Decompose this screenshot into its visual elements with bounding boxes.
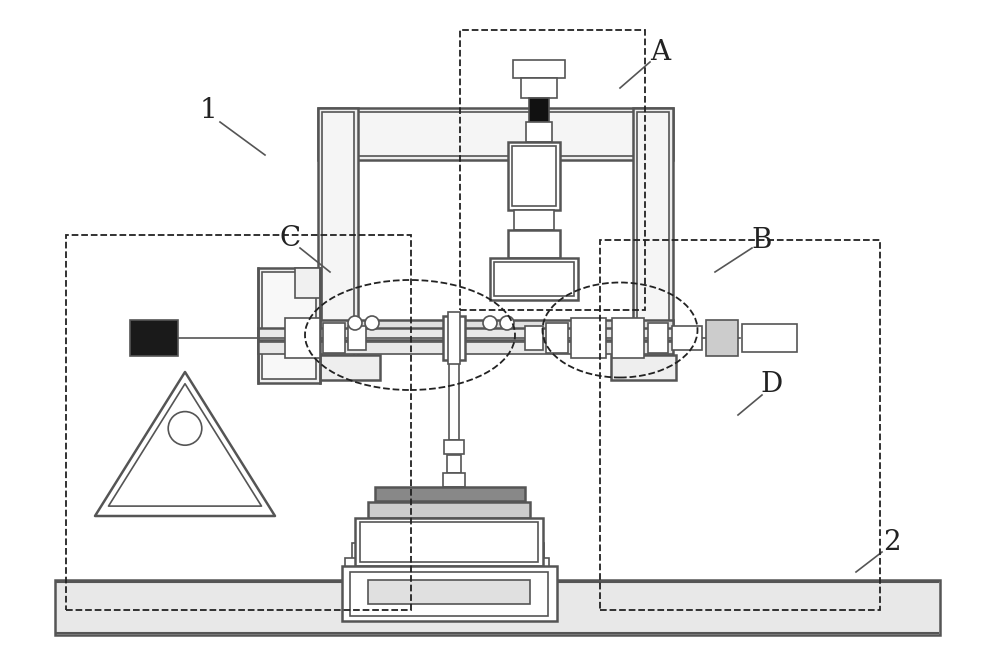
Bar bbox=[448, 312, 460, 364]
Bar bbox=[633, 108, 673, 378]
Bar bbox=[486, 543, 500, 567]
Bar bbox=[443, 316, 465, 360]
Bar bbox=[420, 543, 434, 567]
Bar bbox=[295, 355, 380, 380]
Bar bbox=[55, 580, 940, 635]
Bar bbox=[352, 543, 376, 567]
Bar bbox=[513, 60, 565, 78]
Bar bbox=[416, 558, 438, 568]
Bar bbox=[130, 320, 178, 356]
Bar bbox=[355, 518, 543, 566]
Circle shape bbox=[365, 316, 379, 330]
Bar bbox=[571, 318, 606, 358]
Bar bbox=[447, 455, 461, 473]
Bar bbox=[322, 112, 669, 156]
Bar bbox=[529, 98, 549, 122]
Bar bbox=[444, 440, 464, 454]
Bar bbox=[348, 326, 366, 350]
Bar bbox=[342, 566, 557, 621]
Bar bbox=[368, 580, 530, 604]
Bar bbox=[262, 272, 316, 379]
Bar bbox=[648, 323, 668, 353]
Bar bbox=[449, 360, 459, 440]
Bar bbox=[706, 320, 738, 356]
Bar bbox=[453, 543, 467, 567]
Bar bbox=[490, 258, 578, 300]
Circle shape bbox=[483, 316, 497, 330]
Text: 2: 2 bbox=[883, 529, 901, 556]
Bar bbox=[360, 522, 538, 562]
Bar bbox=[508, 142, 560, 210]
Circle shape bbox=[500, 316, 514, 330]
Bar bbox=[514, 210, 554, 230]
Bar bbox=[612, 318, 644, 358]
Bar bbox=[611, 355, 676, 380]
Bar bbox=[285, 318, 320, 358]
Text: C: C bbox=[279, 224, 301, 252]
Bar bbox=[526, 122, 552, 142]
Polygon shape bbox=[108, 384, 262, 506]
Bar bbox=[520, 543, 544, 567]
Text: B: B bbox=[752, 226, 772, 254]
Bar bbox=[600, 240, 880, 610]
Bar bbox=[672, 326, 702, 350]
Bar bbox=[443, 473, 465, 487]
Bar bbox=[258, 342, 673, 354]
Bar bbox=[322, 112, 354, 374]
Bar bbox=[318, 320, 673, 338]
Bar bbox=[460, 30, 645, 310]
Circle shape bbox=[168, 412, 202, 445]
Bar bbox=[375, 487, 525, 501]
Bar bbox=[295, 268, 320, 298]
Bar bbox=[512, 146, 556, 206]
Bar bbox=[350, 572, 548, 616]
Bar bbox=[546, 323, 568, 353]
Text: A: A bbox=[650, 39, 670, 66]
Bar bbox=[368, 502, 530, 518]
Bar bbox=[449, 558, 471, 568]
Bar bbox=[323, 323, 345, 353]
Bar bbox=[525, 326, 543, 350]
Bar bbox=[494, 262, 574, 296]
Bar bbox=[521, 78, 557, 98]
Bar bbox=[482, 558, 504, 568]
Bar bbox=[318, 108, 358, 378]
Bar bbox=[66, 235, 411, 610]
Bar bbox=[258, 268, 320, 383]
Bar bbox=[508, 230, 560, 258]
Polygon shape bbox=[95, 372, 275, 516]
Bar bbox=[637, 112, 669, 374]
Text: 1: 1 bbox=[199, 96, 217, 124]
Text: D: D bbox=[761, 371, 783, 398]
Circle shape bbox=[348, 316, 362, 330]
Bar bbox=[318, 108, 673, 160]
Bar bbox=[345, 558, 381, 568]
Bar bbox=[513, 558, 549, 568]
Bar bbox=[742, 324, 797, 352]
Bar bbox=[258, 328, 673, 340]
